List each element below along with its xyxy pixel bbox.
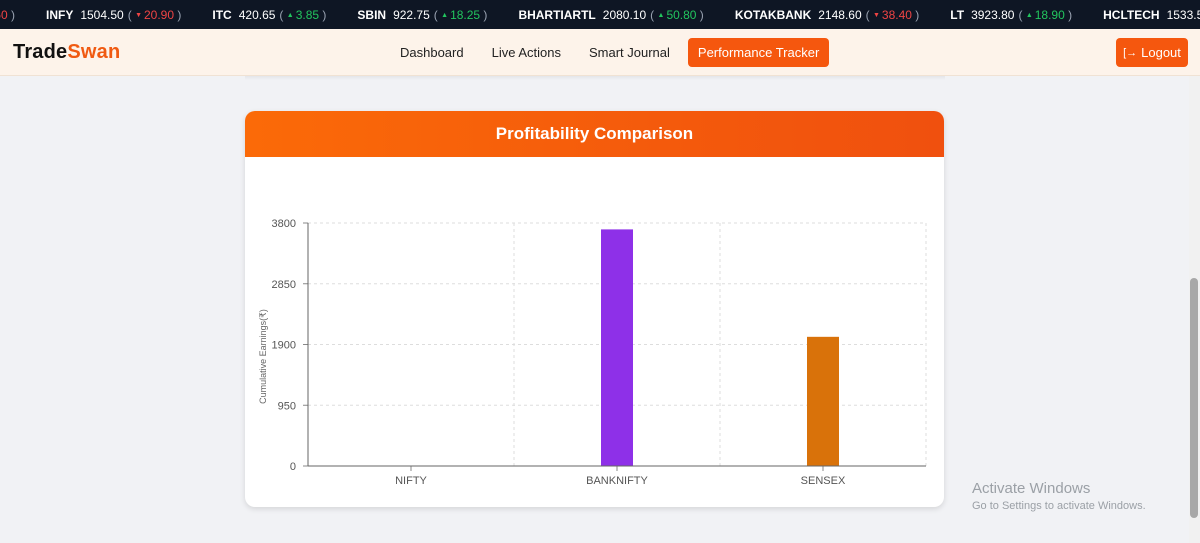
logo-text-swan: Swan (67, 41, 121, 63)
caret-up-icon: ▲ (286, 11, 294, 19)
x-tick-label: SENSEX (801, 475, 846, 487)
change-up: ▲ 3.85 (287, 8, 319, 22)
ticker-symbol: ITC (212, 7, 232, 22)
ticker-change: ( ▲ 18.90 ) (1018, 7, 1073, 22)
x-tick-label: NIFTY (395, 475, 427, 487)
ticker-item: KOTAKBANK 2148.60( ▼ 38.40 ) (735, 8, 919, 22)
ticker-change: ( ▲ 3.85 ) (279, 7, 327, 22)
scrollbar-thumb[interactable] (1190, 278, 1198, 518)
profitability-card: Profitability Comparison 0 950 1900 2850 380… (245, 111, 944, 507)
card-title: Profitability Comparison (245, 111, 944, 157)
change-value: 18.25 (450, 7, 481, 22)
change-up: ▲ 18.25 (441, 8, 480, 22)
y-tick-label: 950 (278, 400, 296, 412)
section-shadow (245, 76, 945, 80)
change-value: 50.80 (666, 7, 697, 22)
x-tick-label: BANKNIFTY (586, 475, 648, 487)
change-value: 3.85 (295, 7, 320, 22)
ticker-item: ( ▼4.60 ) (0, 8, 15, 22)
ticker-price: 1533.50 (1166, 7, 1200, 22)
change-value: 18.90 (1034, 7, 1065, 22)
change-down: ▼ 20.90 (135, 8, 174, 22)
nav-links: Dashboard Live Actions Smart Journal Per… (390, 38, 837, 67)
y-tick-label: 1900 (272, 340, 296, 352)
ticker-item: BHARTIARTL 2080.10( ▲ 50.80 ) (518, 8, 703, 22)
ticker-item: SBIN 922.75( ▲ 18.25 ) (357, 8, 487, 22)
ticker-price: 420.65 (238, 7, 276, 22)
ticker-symbol: INFY (45, 7, 74, 22)
bar-banknifty (601, 229, 633, 466)
ticker-price: 2080.10 (602, 7, 647, 22)
y-tick-label: 0 (290, 461, 296, 473)
watermark-title: Activate Windows (972, 480, 1091, 497)
ticker-symbol: SBIN (357, 7, 387, 22)
ticker-price: 922.75 (393, 7, 430, 22)
caret-up-icon: ▲ (1025, 11, 1033, 19)
caret-down-icon: ▼ (872, 11, 880, 19)
ticker-change: ( ▲ 50.80 ) (650, 7, 704, 22)
ticker-item: ITC 420.65( ▲ 3.85 ) (212, 8, 326, 22)
change-value: 20.90 (144, 7, 175, 22)
logo-text-trade: Trade (13, 41, 68, 63)
nav-link-live-actions[interactable]: Live Actions (491, 45, 561, 60)
ticker-change: ( ▼ 38.40 ) (865, 7, 920, 22)
navbar: TradeSwan Dashboard Live Actions Smart J… (0, 29, 1200, 76)
change-down: ▼ 38.40 (873, 8, 912, 22)
logout-button[interactable]: [→ Logout (1116, 38, 1188, 67)
change-up: ▲ 18.90 (1026, 8, 1065, 22)
ticker-symbol: KOTAKBANK (734, 7, 812, 22)
windows-activation-watermark: Activate Windows Go to Settings to activ… (972, 480, 1146, 512)
ticker-item: LT 3923.80( ▲ 18.90 ) (950, 8, 1072, 22)
ticker-price: 3923.80 (971, 7, 1015, 22)
y-tick-label: 3800 (272, 218, 296, 230)
change-up: ▲ 50.80 (658, 8, 697, 22)
bar-sensex (807, 336, 839, 466)
ticker-price: 2148.60 (818, 7, 862, 22)
caret-down-icon: ▼ (135, 11, 142, 19)
change-down: ▼4.60 (0, 8, 8, 22)
caret-up-icon: ▲ (657, 11, 665, 19)
logout-icon: [→ (1123, 46, 1138, 59)
ticker-symbol: LT (950, 7, 965, 22)
ticker-symbol: BHARTIARTL (518, 7, 596, 22)
y-tick-label: 2850 (272, 279, 296, 291)
watermark-subtitle: Go to Settings to activate Windows. (972, 500, 1146, 512)
ticker-change: ( ▼4.60 ) (0, 8, 15, 22)
nav-link-performance-tracker[interactable]: Performance Tracker (687, 38, 830, 67)
ticker-item: INFY 1504.50( ▼ 20.90 ) (46, 8, 181, 22)
nav-link-smart-journal[interactable]: Smart Journal (588, 45, 670, 60)
ticker-change: ( ▼ 20.90 ) (127, 7, 182, 22)
change-value: 38.40 (881, 7, 912, 22)
logo[interactable]: TradeSwan (13, 41, 120, 64)
change-value: 4.60 (0, 7, 8, 22)
nav-link-dashboard[interactable]: Dashboard (400, 45, 464, 60)
ticker-price: 1504.50 (80, 7, 124, 22)
logout-label: Logout (1141, 45, 1181, 60)
y-axis-title: Cumulative Earnings(₹) (258, 309, 268, 404)
ticker-symbol: HCLTECH (1103, 7, 1160, 22)
ticker-change: ( ▲ 18.25 ) (433, 7, 488, 22)
caret-up-icon: ▲ (441, 11, 449, 19)
profitability-bar-chart: 0 950 1900 2850 3800 NIFTY BANKNIFTY SENSEX Cumu… (258, 218, 927, 487)
